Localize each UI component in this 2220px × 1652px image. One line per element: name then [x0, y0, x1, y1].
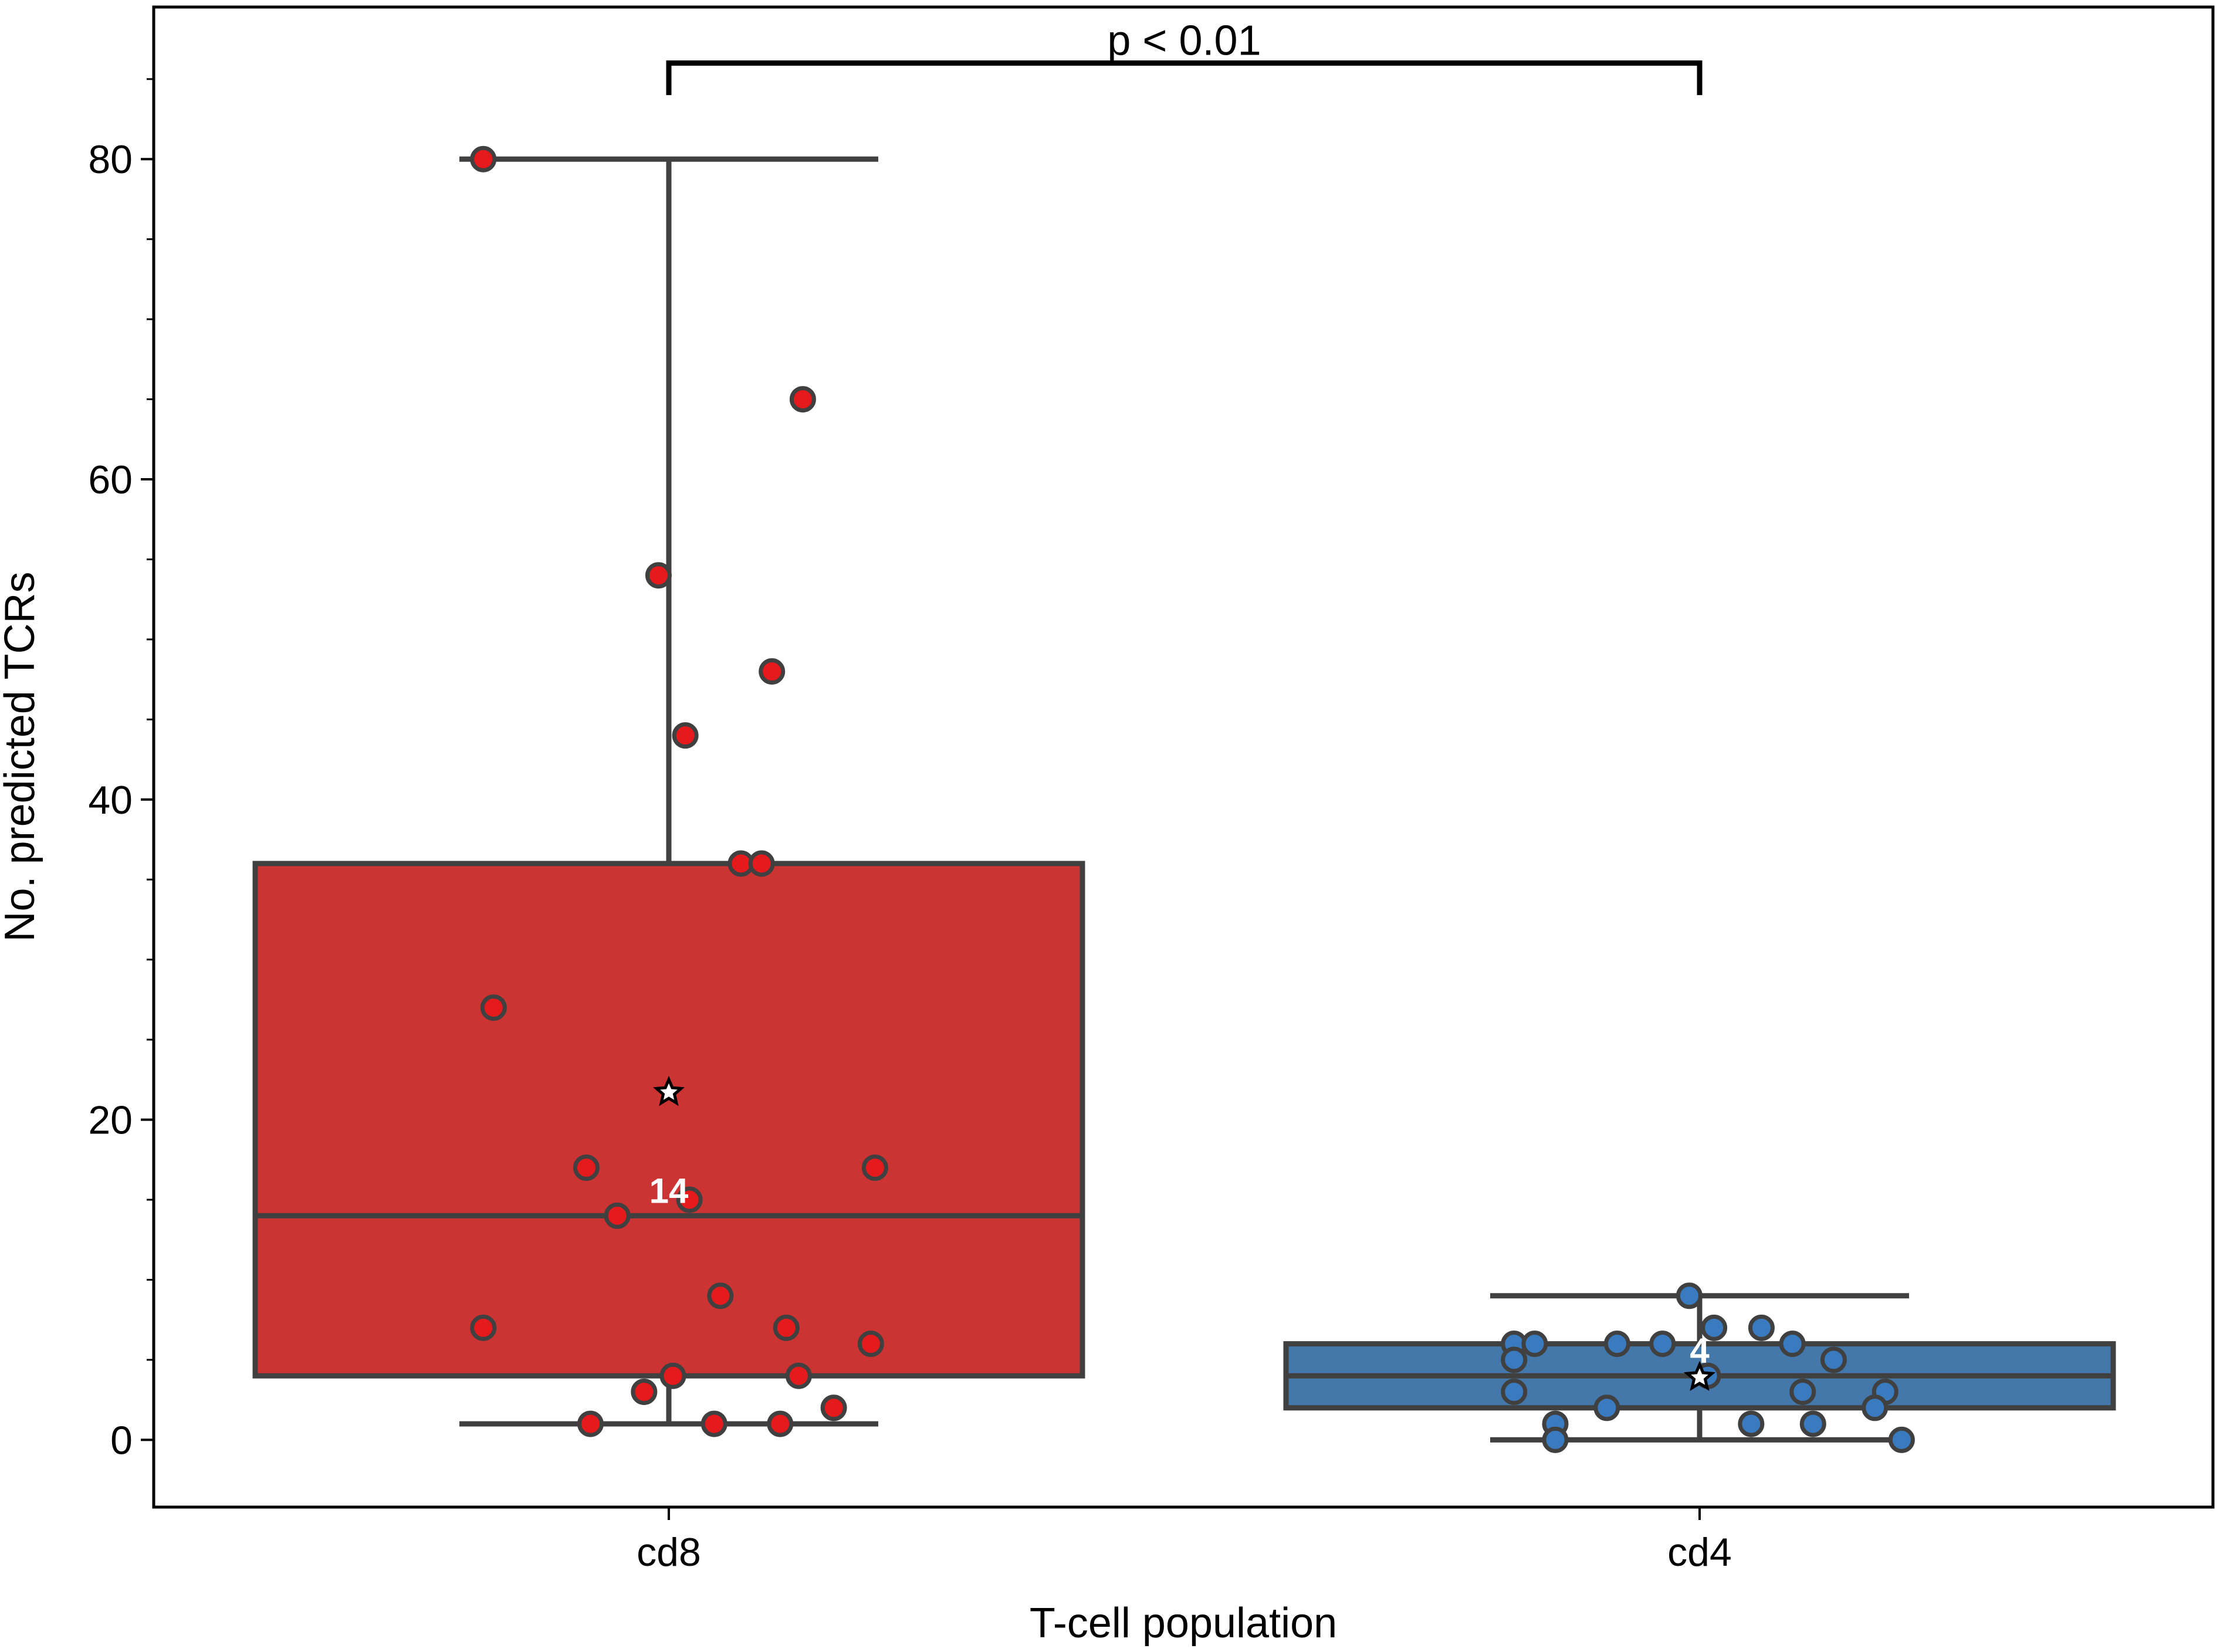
data-point-cd4 — [1789, 1379, 1816, 1406]
y-axis-label: No. predicted TCRs — [0, 572, 43, 942]
data-point-cd4 — [1888, 1426, 1915, 1453]
y-tick-label: 60 — [88, 458, 133, 502]
x-tick-label-cd4: cd4 — [1667, 1530, 1732, 1575]
significance-annotations: p < 0.01 — [666, 18, 1703, 96]
data-point-cd4 — [1676, 1282, 1703, 1309]
significance-bracket — [666, 60, 1703, 96]
data-point-cd4 — [1542, 1426, 1569, 1453]
data-point-cd4 — [1501, 1379, 1528, 1406]
data-point-cd8 — [748, 850, 775, 877]
median-label-cd4: 4 — [1690, 1331, 1710, 1370]
data-point-cd4 — [1799, 1410, 1826, 1437]
data-point-cd4 — [1748, 1314, 1775, 1341]
data-point-cd8 — [773, 1314, 800, 1341]
data-point-cd4 — [1649, 1331, 1676, 1358]
data-point-cd8 — [767, 1410, 794, 1437]
x-axis-ticks: cd8 cd4 — [637, 1507, 1732, 1575]
data-point-cd4 — [1862, 1394, 1889, 1421]
box-group-cd8: 14 — [252, 145, 1085, 1437]
y-tick-label: 0 — [110, 1418, 133, 1463]
data-point-cd8 — [480, 994, 507, 1021]
data-point-cd8 — [645, 562, 672, 589]
x-tick-label-cd8: cd8 — [637, 1530, 701, 1575]
y-tick-label: 40 — [88, 778, 133, 822]
data-point-cd8 — [631, 1379, 658, 1406]
data-point-cd8 — [604, 1202, 631, 1229]
data-point-cd4 — [1501, 1346, 1528, 1373]
mean-marker-cd4 — [1683, 1360, 1716, 1391]
data-point-cd8 — [672, 722, 699, 749]
data-point-cd8 — [700, 1410, 727, 1437]
data-point-cd8 — [820, 1394, 847, 1421]
data-point-cd8 — [573, 1154, 600, 1181]
data-point-cd8 — [470, 145, 497, 172]
data-point-cd4 — [1521, 1331, 1548, 1358]
data-point-cd8 — [857, 1331, 884, 1358]
data-point-cd8 — [707, 1282, 734, 1309]
data-point-cd8 — [577, 1410, 604, 1437]
box-cd8 — [252, 861, 1085, 1379]
data-point-cd4 — [1593, 1394, 1620, 1421]
axes-frame — [152, 5, 2215, 1509]
y-tick-label: 20 — [88, 1098, 133, 1143]
box-group-cd4: 4 — [1283, 1282, 2116, 1453]
data-point-cd4 — [1820, 1346, 1847, 1373]
y-axis-ticks: 0 20 40 60 80 — [88, 137, 154, 1463]
data-point-cd8 — [659, 1362, 686, 1389]
data-point-cd4 — [1701, 1314, 1728, 1341]
data-point-cd4 — [1603, 1331, 1630, 1358]
p-value-label: p < 0.01 — [1107, 18, 1261, 65]
mean-marker-cd8 — [653, 1075, 685, 1106]
data-point-cd8 — [861, 1154, 888, 1181]
plot-area: 14 4 — [252, 145, 2116, 1453]
x-axis-label: T-cell population — [1030, 1600, 1337, 1647]
data-point-cd8 — [785, 1362, 812, 1389]
data-point-cd4 — [1738, 1410, 1765, 1437]
data-point-cd8 — [789, 386, 816, 413]
data-point-cd8 — [759, 658, 786, 685]
median-label-cd8: 14 — [649, 1171, 689, 1210]
data-point-cd8 — [470, 1314, 497, 1341]
data-point-cd8 — [676, 1186, 703, 1213]
data-point-cd4 — [1779, 1331, 1806, 1358]
y-tick-label: 80 — [88, 137, 133, 182]
